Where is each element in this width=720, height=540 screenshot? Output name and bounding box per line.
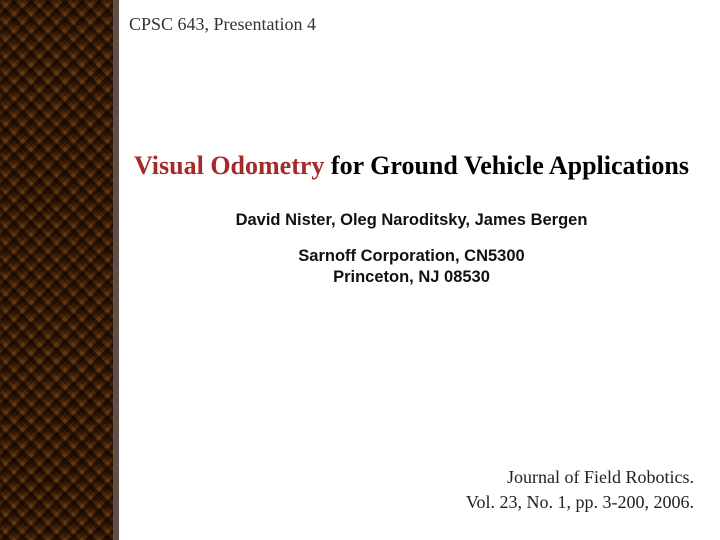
affiliation-line-2: Princeton, NJ 08530 bbox=[127, 267, 696, 288]
decorative-weave-border bbox=[0, 0, 113, 540]
title-rest: for Ground Vehicle Applications bbox=[324, 151, 689, 180]
slide-title: Visual Odometry for Ground Vehicle Appli… bbox=[127, 149, 696, 183]
citation-line-1: Journal of Field Robotics. bbox=[466, 465, 694, 489]
citation-block: Journal of Field Robotics. Vol. 23, No. … bbox=[466, 465, 694, 514]
affiliation-block: Sarnoff Corporation, CN5300 Princeton, N… bbox=[127, 246, 696, 289]
course-header: CPSC 643, Presentation 4 bbox=[129, 14, 696, 35]
citation-line-2: Vol. 23, No. 1, pp. 3-200, 2006. bbox=[466, 490, 694, 514]
affiliation-line-1: Sarnoff Corporation, CN5300 bbox=[127, 246, 696, 267]
title-accent: Visual Odometry bbox=[134, 151, 324, 180]
authors-line: David Nister, Oleg Naroditsky, James Ber… bbox=[127, 211, 696, 230]
slide-content: CPSC 643, Presentation 4 Visual Odometry… bbox=[119, 0, 720, 540]
presentation-slide: CPSC 643, Presentation 4 Visual Odometry… bbox=[0, 0, 720, 540]
